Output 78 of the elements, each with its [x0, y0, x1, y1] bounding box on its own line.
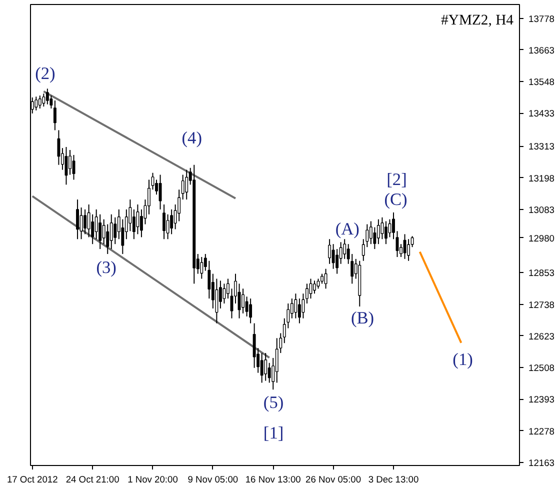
y-tick-label: 12853 [528, 268, 554, 278]
annotation: [1] [263, 423, 284, 442]
candlestick [215, 278, 218, 324]
candlestick [218, 280, 222, 309]
annotation: [2] [386, 170, 407, 190]
candlestick [384, 220, 388, 245]
candlestick [46, 88, 49, 105]
x-tick-label: 26 Nov 05:00 [306, 474, 362, 484]
candlestick [328, 238, 332, 264]
candlestick [166, 214, 170, 240]
candlestick [34, 96, 38, 111]
candlestick [380, 216, 384, 240]
annotation: (C) [384, 190, 408, 210]
candlestick [222, 283, 226, 304]
text: #YMZ2, H4 [441, 12, 514, 28]
candlestick [148, 179, 150, 215]
candlestick [114, 216, 117, 245]
x-tick-label: 16 Nov 13:00 [245, 474, 301, 484]
x-tick-label: 1 Nov 20:00 [128, 474, 178, 484]
annotation: (5) [263, 392, 284, 412]
y-tick-label: 12980 [528, 233, 554, 244]
y-tick-label: 13663 [528, 45, 554, 56]
candlestick [294, 293, 298, 319]
y-tick-label: 12163 [528, 458, 554, 468]
annotation: (1) [452, 350, 474, 369]
candlestick [98, 214, 102, 250]
candlestick [181, 174, 184, 200]
candlestick [170, 208, 174, 235]
candlestick [410, 236, 414, 248]
candlestick [132, 208, 136, 240]
x-tick-label: 3 Dec 13:00 [368, 474, 419, 484]
y-tick-label: 13083 [528, 204, 554, 215]
y-tick-label: 13548 [528, 77, 554, 88]
y-tick-label: 13433 [528, 108, 554, 119]
candlestick [324, 268, 328, 290]
candlestick [264, 352, 268, 382]
y-tick-label: 12393 [528, 394, 554, 405]
candlestick [84, 208, 87, 235]
candlestick [136, 204, 140, 235]
candlestick [185, 169, 188, 200]
candlestick [339, 242, 342, 264]
annotation: (3) [96, 258, 117, 277]
candlestick [38, 95, 42, 109]
candlestick [376, 218, 380, 245]
annotation: (B) [350, 308, 374, 328]
candlestick [42, 93, 46, 108]
y-tick-label: 13778 [528, 14, 554, 24]
candlestick [158, 174, 162, 210]
x-tick-label: 9 Nov 05:00 [188, 474, 238, 484]
candlestick [260, 352, 264, 384]
candlestick [392, 212, 395, 240]
candlestick [106, 224, 110, 254]
annotation: (4) [182, 128, 202, 148]
y-tick-label: 12508 [528, 363, 554, 374]
annotation: (2) [35, 64, 56, 84]
x-tick-label: 17 Oct 2012 [6, 474, 58, 484]
candlestick [403, 234, 406, 260]
candlestick [57, 130, 60, 166]
y-tick-label: 13313 [528, 142, 554, 152]
candlestick [249, 298, 252, 324]
candlestick [162, 204, 166, 240]
candlestick [110, 214, 113, 250]
x-tick-label: 24 Oct 21:00 [66, 474, 120, 484]
candlestick [320, 273, 324, 284]
y-tick-label: 12623 [528, 331, 554, 342]
candlestick [242, 288, 245, 314]
candlestick [53, 100, 56, 131]
candlestick [200, 256, 204, 280]
y-tick-label: 12738 [528, 300, 554, 310]
annotation: (A) [335, 220, 360, 239]
y-tick-label: 13198 [528, 173, 554, 184]
candlestick [369, 220, 372, 245]
y-tick-label: 12278 [528, 426, 554, 436]
candlestick [268, 362, 271, 384]
candlestick [68, 150, 72, 176]
candlestick [76, 199, 79, 240]
candlestick [80, 206, 83, 240]
candlestick [313, 280, 316, 294]
